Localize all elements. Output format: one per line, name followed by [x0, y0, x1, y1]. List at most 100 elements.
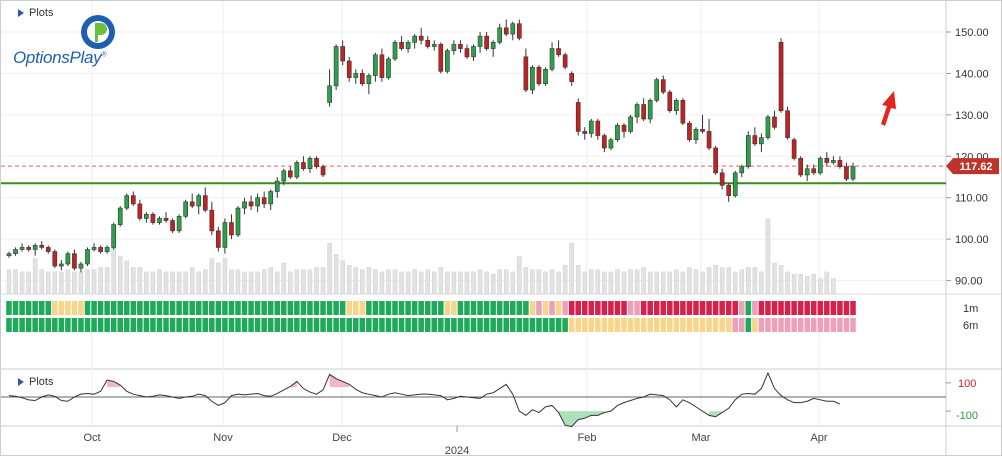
y-tick-label: 110.00	[955, 193, 988, 205]
candle-body	[621, 124, 627, 132]
indicator-cell	[667, 301, 673, 315]
indicator-cell	[58, 318, 65, 332]
candle-body	[634, 104, 640, 118]
volume-bar	[340, 260, 345, 295]
indicator-cell	[300, 318, 307, 332]
indicator-cell	[608, 301, 614, 315]
indicator-cell	[614, 301, 621, 315]
candle-body	[503, 27, 509, 35]
indicator-cell	[281, 318, 287, 332]
indicator-cell	[850, 318, 856, 332]
volume-bar	[562, 265, 568, 295]
indicator-cell	[300, 301, 307, 315]
volume-bar	[726, 267, 731, 295]
indicator-cell	[621, 301, 627, 315]
indicator-cell	[65, 318, 71, 332]
indicator-cell	[110, 301, 117, 315]
indicator-cell	[843, 318, 850, 332]
volume-bar	[314, 267, 319, 295]
indicator-cell	[38, 318, 45, 332]
indicator-cell	[810, 318, 817, 332]
candle-body	[104, 247, 110, 252]
candle-body	[687, 122, 692, 141]
indicator-cell	[398, 318, 405, 332]
indicator-cell	[699, 301, 706, 315]
indicator-cell	[333, 318, 339, 332]
volume-bar	[517, 256, 522, 295]
indicator-cell	[91, 301, 97, 315]
volume-bar	[412, 269, 417, 295]
top-plots-button[interactable]: Plots	[18, 7, 53, 19]
indicator-cell	[752, 318, 758, 332]
candle-body	[438, 44, 444, 72]
indicator-cell	[712, 318, 719, 332]
indicator-cell	[549, 301, 555, 315]
indicator-cell	[19, 318, 25, 332]
volume-bar	[373, 269, 378, 295]
volume-bar	[392, 269, 398, 295]
volume-bar	[124, 260, 130, 295]
indicator-cell	[719, 301, 725, 315]
candle-body	[667, 91, 673, 112]
indicator-cell	[627, 301, 634, 315]
indicator-label-1m: 1m	[963, 303, 978, 315]
osc-tick-label-100: 100	[958, 378, 976, 390]
volume-bar	[451, 271, 457, 295]
volume-bar	[739, 269, 745, 295]
indicator-cell	[496, 301, 503, 315]
indicator-cell	[169, 301, 176, 315]
indicator-cell	[699, 318, 706, 332]
candle-body	[163, 218, 169, 221]
indicator-cell	[137, 318, 143, 332]
indicator-cell	[254, 318, 261, 332]
indicator-cell	[477, 301, 483, 315]
indicator-cell	[470, 318, 477, 332]
indicator-cell	[58, 301, 65, 315]
indicator-cell	[176, 301, 182, 315]
volume-bar	[713, 265, 718, 295]
indicator-cell	[385, 301, 392, 315]
volume-bar	[438, 267, 444, 295]
indicator-cell	[797, 301, 804, 315]
indicator-cell	[424, 301, 431, 315]
candle-body	[752, 135, 758, 145]
indicator-cell	[673, 301, 680, 315]
indicator-cell	[758, 301, 765, 315]
indicator-cell	[451, 318, 457, 332]
candle-body	[216, 230, 221, 248]
volume-bar	[477, 269, 483, 295]
indicator-cell	[25, 318, 32, 332]
volume-bar	[32, 258, 38, 295]
indicator-cell	[804, 318, 810, 332]
indicator-cell	[510, 301, 516, 315]
candle-body	[405, 42, 411, 49]
volume-bar	[45, 271, 51, 295]
indicator-cell	[392, 318, 398, 332]
volume-bar	[65, 269, 71, 295]
volume-bar	[589, 269, 594, 295]
indicator-cell	[529, 301, 536, 315]
indicator-cell	[784, 318, 791, 332]
indicator-label-6m: 6m	[963, 320, 978, 332]
indicator-cell	[307, 318, 313, 332]
candle-body	[732, 172, 738, 196]
y-tick-label: 90.00	[955, 276, 983, 288]
bottom-plots-button[interactable]: Plots	[18, 376, 53, 388]
candle-body	[288, 170, 293, 178]
volume-bar	[595, 269, 601, 295]
indicator-cell	[248, 301, 254, 315]
indicator-cell	[137, 301, 143, 315]
candle-body	[713, 147, 718, 174]
volume-bar	[641, 267, 646, 295]
volume-bar	[719, 267, 725, 295]
volume-bar	[216, 262, 221, 295]
candle-body	[510, 23, 516, 35]
x-tick-label: Oct	[83, 432, 100, 444]
indicator-cell	[693, 301, 699, 315]
volume-bar	[464, 271, 470, 295]
volume-bar	[660, 271, 666, 295]
volume-bar	[693, 269, 699, 295]
volume-bar	[490, 273, 496, 295]
volume-bar	[196, 271, 202, 295]
